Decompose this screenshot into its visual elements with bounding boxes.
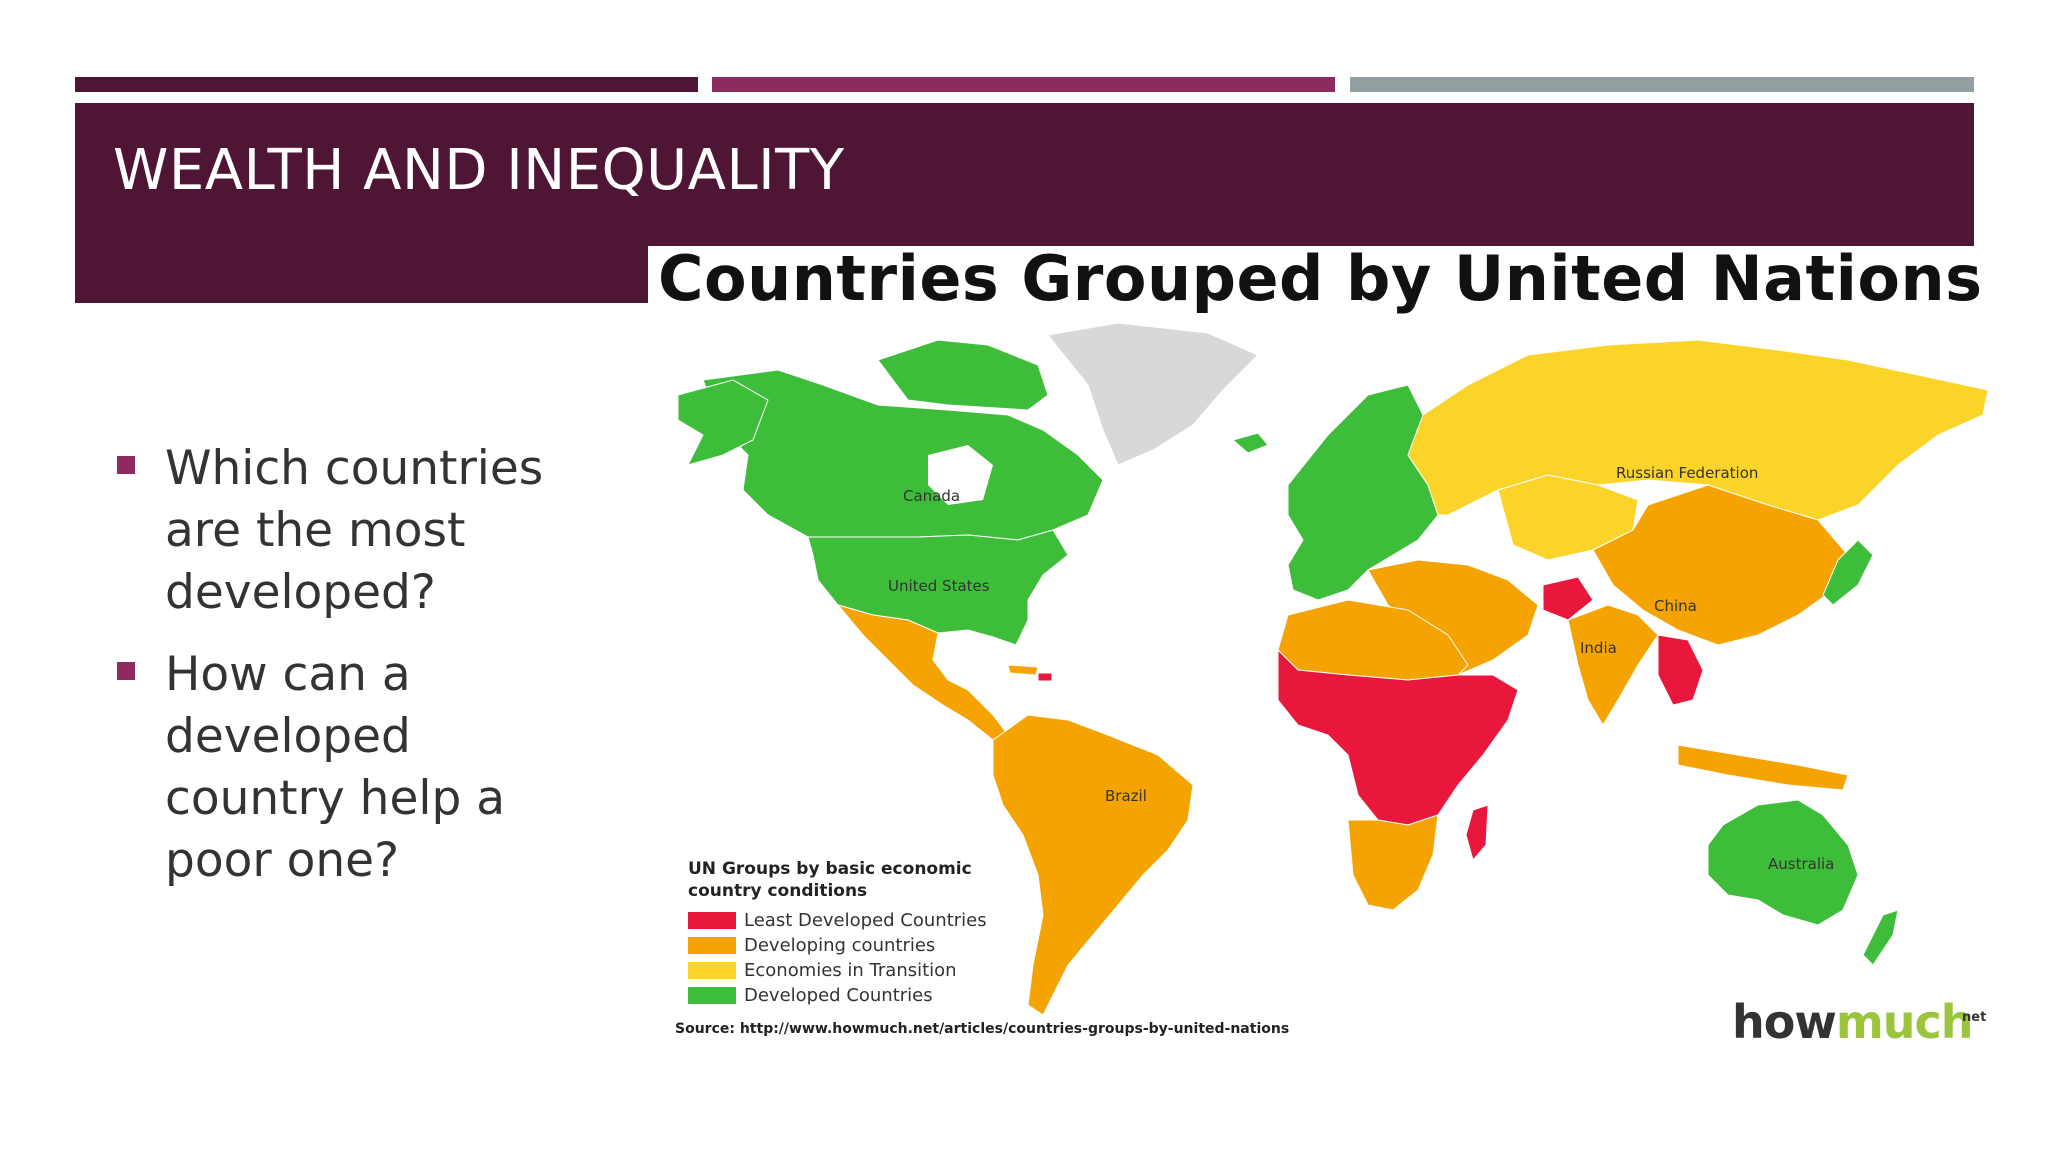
- title-band: [75, 103, 1974, 246]
- title-band-lower: [75, 246, 648, 303]
- canada-region: [877, 339, 1049, 411]
- southeast-asia-region: [1657, 634, 1704, 706]
- label-australia: Australia: [1768, 855, 1834, 873]
- legend-swatch: [688, 962, 736, 979]
- greenland-region: [1047, 322, 1259, 466]
- hudson-bay: [928, 445, 993, 505]
- label-brazil: Brazil: [1105, 787, 1147, 805]
- iceland-region: [1231, 432, 1269, 454]
- label-united-states: United States: [888, 577, 990, 595]
- map-legend: UN Groups by basic economic country cond…: [688, 858, 1008, 1008]
- legend-item: Developed Countries: [688, 983, 1008, 1008]
- label-canada: Canada: [903, 487, 960, 505]
- howmuch-logo: howmuch: [1732, 995, 1974, 1049]
- legend-swatch: [688, 987, 736, 1004]
- label-china: China: [1654, 597, 1697, 615]
- bullet-item: How can a developed country help a poor …: [113, 644, 583, 892]
- world-map: Canada United States Brazil Russian Fede…: [677, 322, 1989, 1016]
- accent-bar-magenta: [712, 77, 1335, 92]
- russia-region: [1407, 339, 1989, 521]
- indonesia-region: [1677, 744, 1849, 791]
- india-region: [1567, 604, 1659, 726]
- bullet-item: Which countries are the most developed?: [113, 438, 583, 624]
- bullet-text: Which countries are the most developed?: [165, 441, 544, 620]
- afghanistan-region: [1542, 576, 1594, 621]
- accent-bar-gray: [1350, 77, 1974, 92]
- legend-swatch: [688, 937, 736, 954]
- alaska-region: [677, 379, 769, 466]
- legend-label: Least Developed Countries: [744, 910, 987, 931]
- label-india: India: [1580, 639, 1617, 657]
- caribbean-region: [1007, 664, 1039, 676]
- brand-prefix: how: [1732, 995, 1837, 1049]
- brand-suffix: net: [1962, 1010, 1987, 1025]
- southern-africa-region: [1347, 814, 1439, 911]
- europe-region: [1287, 384, 1439, 601]
- madagascar-region: [1465, 804, 1489, 862]
- bullet-list: Which countries are the most developed? …: [113, 438, 583, 912]
- bullet-text: How can a developed country help a poor …: [165, 647, 506, 888]
- japan-region: [1822, 539, 1874, 606]
- legend-item: Economies in Transition: [688, 958, 1008, 983]
- central-africa-region: [1277, 648, 1519, 826]
- label-russia: Russian Federation: [1616, 464, 1758, 482]
- slide-title: WEALTH AND INEQUALITY: [113, 138, 845, 203]
- brand-accent: much: [1835, 995, 1974, 1049]
- accent-bar-dark: [75, 77, 698, 92]
- map-heading-background: [648, 246, 2008, 316]
- map-heading: Countries Grouped by United Nations: [658, 242, 1983, 315]
- australia-region: [1707, 799, 1859, 926]
- mexico-region: [836, 604, 1009, 741]
- legend-swatch: [688, 912, 736, 929]
- legend-label: Developing countries: [744, 935, 936, 956]
- new-zealand-region: [1862, 909, 1899, 966]
- bullet-square-icon: [117, 662, 135, 680]
- bullet-square-icon: [117, 456, 135, 474]
- legend-item: Least Developed Countries: [688, 908, 1008, 933]
- legend-item: Developing countries: [688, 933, 1008, 958]
- haiti-region: [1037, 672, 1053, 682]
- legend-label: Developed Countries: [744, 985, 933, 1006]
- south-america-region: [992, 714, 1194, 1016]
- legend-label: Economies in Transition: [744, 960, 957, 981]
- legend-title: UN Groups by basic economic country cond…: [688, 859, 972, 901]
- source-credit: Source: http://www.howmuch.net/articles/…: [675, 1021, 1290, 1037]
